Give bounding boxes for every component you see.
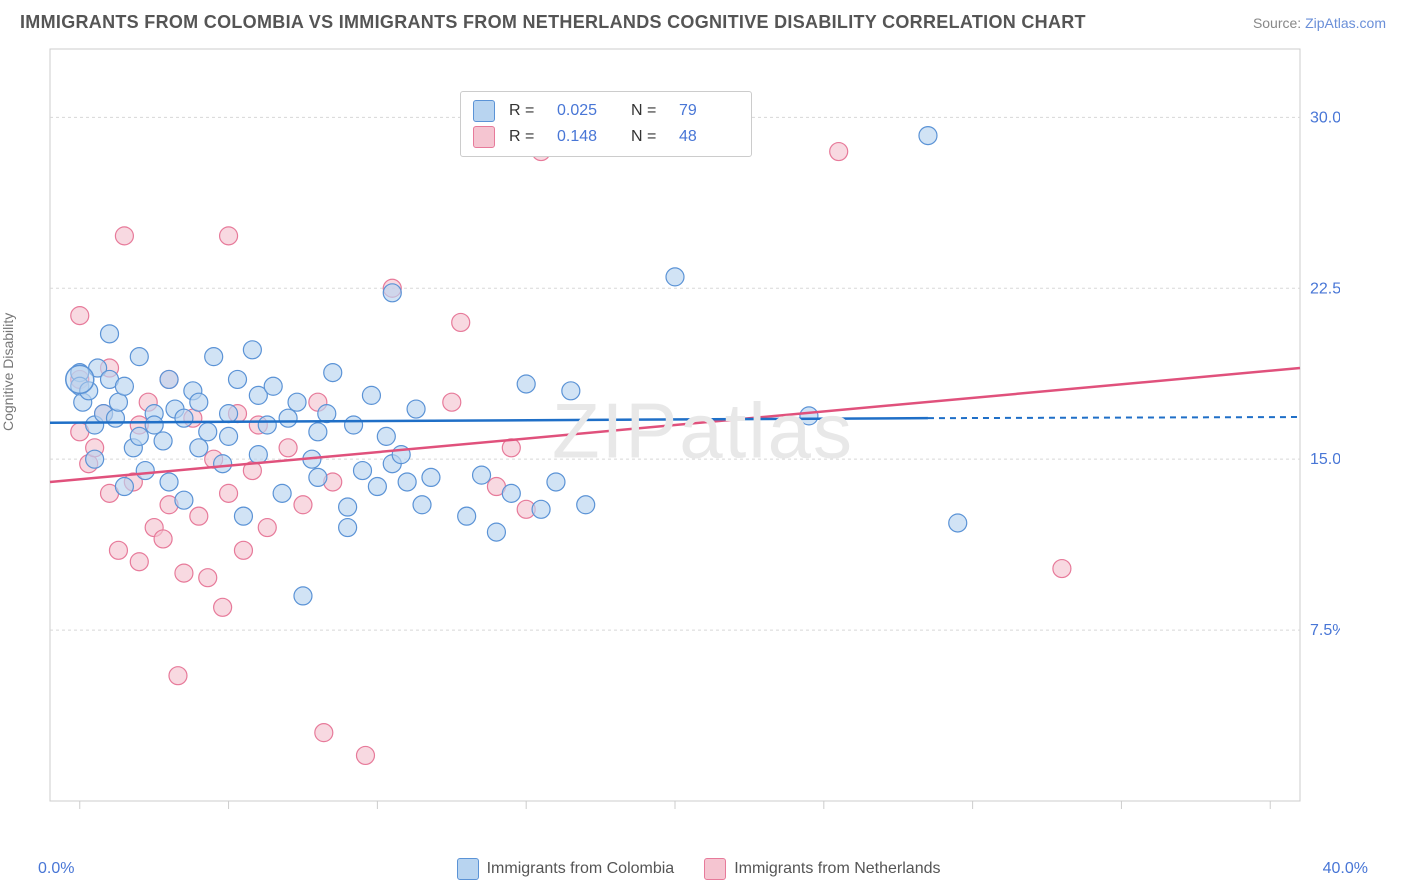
legend-label-a: Immigrants from Colombia [487,860,675,877]
legend-n-value-b: 48 [679,128,739,146]
chart-container: Cognitive Disability 7.5% 15.0% 22.5% 30.0%… [0,41,1406,821]
legend-label-b: Immigrants from Netherlands [734,860,940,877]
legend-n-value-a: 79 [679,102,739,120]
legend-swatch-b-bottom [704,858,726,880]
legend-swatch-a-bottom [457,858,479,880]
chart-header: IMMIGRANTS FROM COLOMBIA VS IMMIGRANTS F… [0,0,1406,41]
x-axis-max-label: 40.0% [1323,860,1368,878]
correlation-legend: R = 0.025 N = 79 R = 0.148 N = 48 [460,91,752,157]
legend-r-label: R = [509,102,543,120]
y-axis-label: Cognitive Disability [0,313,16,431]
legend-swatch-b [473,126,495,148]
legend-n-label: N = [631,102,665,120]
legend-r-value-a: 0.025 [557,102,617,120]
legend-r-label2: R = [509,128,543,146]
source-link[interactable]: ZipAtlas.com [1305,15,1386,31]
legend-item-a: Immigrants from Colombia [457,858,675,880]
svg-text:15.0%: 15.0% [1310,451,1340,468]
legend-row-b: R = 0.148 N = 48 [473,124,739,150]
svg-text:7.5%: 7.5% [1310,622,1340,639]
svg-text:30.0%: 30.0% [1310,109,1340,126]
legend-n-label2: N = [631,128,665,146]
source-label: Source: [1253,15,1301,31]
source-attribution: Source: ZipAtlas.com [1253,15,1386,31]
chart-title: IMMIGRANTS FROM COLOMBIA VS IMMIGRANTS F… [20,12,1086,33]
legend-item-b: Immigrants from Netherlands [704,858,940,880]
svg-text:22.5%: 22.5% [1310,280,1340,297]
legend-row-a: R = 0.025 N = 79 [473,98,739,124]
x-axis-min-label: 0.0% [38,860,74,878]
legend-r-value-b: 0.148 [557,128,617,146]
series-legend: Immigrants from Colombia Immigrants from… [457,858,941,880]
scatter-chart: 7.5% 15.0% 22.5% 30.0% [0,41,1340,821]
chart-footer: 0.0% Immigrants from Colombia Immigrants… [0,858,1406,880]
legend-swatch-a [473,100,495,122]
